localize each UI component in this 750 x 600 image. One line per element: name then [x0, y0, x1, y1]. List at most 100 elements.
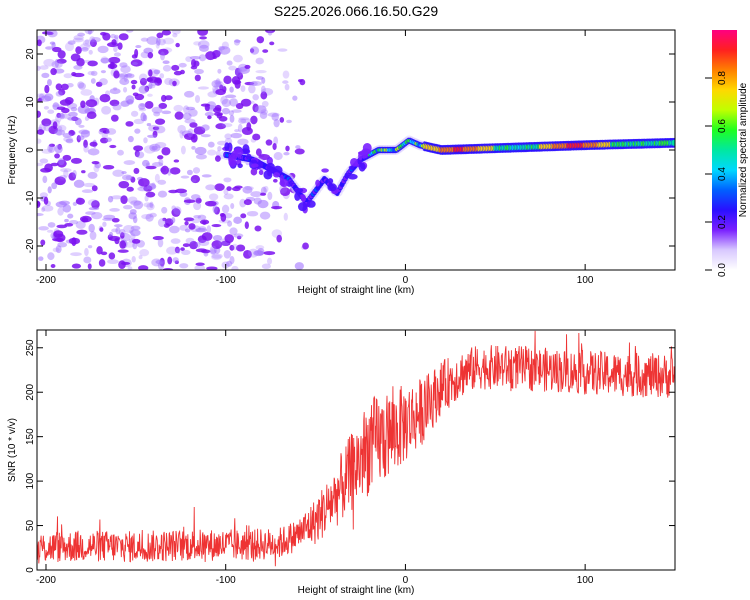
spectrogram-noise-blob	[48, 143, 53, 152]
spectrogram-noise-blob	[131, 54, 138, 59]
snr-y-tick-label: 150	[25, 428, 36, 445]
spectrogram-noise-blob	[131, 238, 141, 244]
spectrogram-noise-blob	[137, 186, 149, 192]
spectrogram-noise-blob	[132, 92, 139, 97]
spectrogram-noise-blob	[237, 123, 243, 133]
spectrogram-noise-blob	[201, 124, 210, 131]
spectrogram-noise-blob	[174, 246, 180, 254]
spectrogram-noise-blob	[95, 81, 103, 87]
spectrogram-noise-blob	[121, 171, 127, 175]
spectrogram-noise-blob	[139, 103, 147, 107]
spectrogram-noise-blob	[78, 124, 85, 128]
spectrogram-ridge-blob	[321, 168, 329, 173]
spectrogram-noise-blob	[81, 170, 86, 174]
spectrogram-noise-blob	[276, 234, 282, 243]
spectrogram-noise-blob	[128, 229, 134, 234]
spectrogram-noise-blob	[195, 262, 205, 266]
spectrogram-noise-blob	[123, 160, 136, 166]
spectrogram-noise-blob	[88, 107, 96, 113]
spectrogram-noise-blob	[100, 251, 108, 256]
spectrogram-noise-blob	[41, 148, 53, 154]
spectrogram-noise-blob	[121, 174, 133, 181]
spectrogram-noise-blob	[117, 149, 124, 156]
colorbar-tick-label: 0.8	[717, 71, 728, 85]
spectrogram-noise-blob	[118, 180, 130, 189]
spectrogram-noise-blob	[55, 245, 62, 254]
spectrogram-noise-blob	[254, 225, 262, 232]
spectrogram-noise-blob	[138, 178, 150, 187]
spectrogram-noise-blob	[73, 34, 84, 41]
spectrogram-noise-blob	[254, 105, 267, 114]
snr-x-tick-label: -200	[36, 575, 56, 586]
spectrogram-ridge-blob	[306, 200, 316, 208]
spectrogram-noise-blob	[156, 36, 161, 46]
spectrogram-noise-blob	[194, 146, 207, 155]
spectrogram-noise-blob	[111, 228, 119, 233]
spectrogram-ridge-blob	[294, 188, 304, 193]
spectrogram-noise-blob	[171, 217, 176, 224]
spectrogram-noise-blob	[89, 231, 97, 241]
spectrogram-noise-blob	[109, 208, 120, 212]
spectrogram-noise-blob	[144, 101, 154, 109]
spectrogram-noise-blob	[67, 40, 76, 45]
spectrogram-noise-blob	[65, 138, 74, 144]
spectrogram-noise-blob	[155, 259, 165, 265]
spectrogram-noise-blob	[88, 49, 93, 55]
spectrogram-ridge-core	[671, 139, 675, 146]
spectrogram-noise-blob	[183, 217, 195, 222]
spectrogram-noise-blob	[217, 68, 222, 74]
spectrogram-noise-blob	[41, 72, 50, 78]
spectrogram-noise-blob	[56, 106, 66, 111]
spectrogram-noise-blob	[70, 252, 82, 257]
spectrogram-noise-blob	[112, 103, 122, 111]
spectrogram-noise-blob	[207, 115, 212, 120]
spectrogram-y-tick-label: 10	[25, 96, 36, 108]
spectrogram-noise-blob	[164, 95, 173, 101]
spectrogram-noise-blob	[43, 105, 50, 110]
spectrogram-noise-blob	[107, 195, 114, 203]
spectrogram-noise-blob	[164, 77, 173, 86]
spectrogram-noise-blob	[169, 167, 181, 175]
spectrogram-noise-blob	[224, 133, 232, 140]
spectrogram-noise-blob	[133, 145, 144, 152]
spectrogram-noise-blob	[44, 163, 53, 172]
spectrogram-ridge-blob	[263, 170, 273, 180]
spectrogram-noise-blob	[87, 199, 99, 206]
spectrogram-noise-blob	[43, 58, 56, 67]
colorbar-tick-label: 0.0	[717, 263, 728, 277]
snr-y-ticks: 0 50 100 150 200 250	[25, 339, 675, 573]
spectrogram-noise-blob	[146, 36, 159, 45]
spectrogram-noise-blob	[99, 227, 104, 232]
spectrogram-noise-blob	[96, 246, 103, 255]
spectrogram-noise-blob	[221, 123, 233, 128]
spectrogram-noise-blob	[240, 213, 247, 219]
spectrogram-noise-blob	[113, 87, 118, 91]
spectrogram-noise-blob	[255, 57, 264, 65]
spectrogram-noise-blob	[140, 51, 150, 59]
spectrogram-noise-blob	[233, 216, 242, 224]
spectrogram-noise-blob	[240, 98, 252, 107]
spectrogram-noise-blob	[147, 93, 153, 97]
spectrogram-noise-blob	[55, 83, 63, 91]
spectrogram-noise-blob	[173, 104, 184, 112]
spectrogram-noise-blob	[129, 208, 137, 215]
spectrogram-noise-blob	[103, 214, 116, 220]
spectrogram-noise-blob	[151, 145, 158, 151]
spectrogram-noise-blob	[47, 186, 52, 194]
spectrogram-noise-blob	[73, 179, 85, 188]
spectrogram-noise-blob	[113, 70, 120, 79]
snr-y-tick-label: 100	[25, 472, 36, 489]
spectrogram-noise-blob	[58, 88, 66, 96]
spectrogram-noise-blob	[211, 80, 222, 88]
spectrogram-noise-blob	[211, 253, 223, 259]
spectrogram-noise-blob	[119, 62, 128, 68]
spectrogram-noise-blob	[195, 227, 208, 233]
spectrogram-noise-blob	[130, 229, 141, 237]
spectrogram-noise-blob	[38, 256, 44, 261]
spectrogram-noise-blob	[177, 124, 186, 134]
spectrogram-noise-blob	[271, 112, 279, 121]
spectrogram-noise-blob	[206, 266, 218, 270]
spectrogram-noise-blob	[186, 169, 193, 176]
spectrogram-noise-blob	[46, 229, 54, 233]
spectrogram-noise-blob	[155, 40, 160, 49]
